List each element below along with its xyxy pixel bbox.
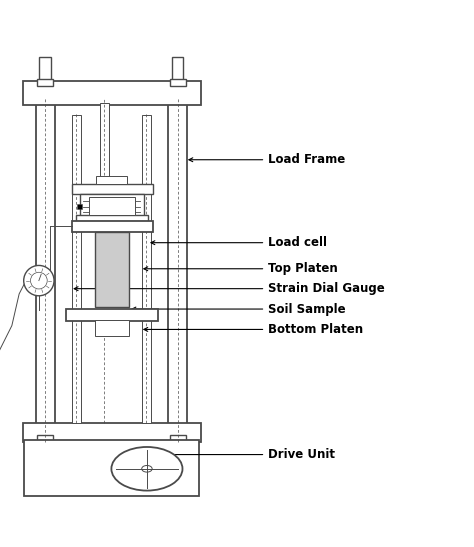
Ellipse shape	[111, 447, 182, 491]
Text: Soil Sample: Soil Sample	[268, 302, 346, 316]
Bar	[142, 115, 151, 423]
Bar	[76, 215, 148, 222]
Circle shape	[30, 272, 47, 289]
Text: Load cell: Load cell	[268, 236, 327, 249]
Bar	[24, 440, 199, 496]
Text: Bottom Platen: Bottom Platen	[268, 323, 363, 336]
Text: Load Frame: Load Frame	[268, 153, 345, 166]
Bar	[95, 232, 129, 307]
Bar	[96, 176, 127, 184]
Bar	[72, 222, 153, 232]
Bar	[23, 80, 201, 105]
Bar	[89, 197, 135, 215]
Text: Strain Dial Gauge: Strain Dial Gauge	[268, 282, 384, 295]
Text: Drive Unit: Drive Unit	[268, 448, 335, 461]
Text: Top Platen: Top Platen	[268, 262, 337, 275]
Circle shape	[24, 265, 54, 296]
Bar	[72, 115, 81, 423]
Bar	[66, 309, 158, 321]
Ellipse shape	[142, 465, 152, 472]
Bar	[100, 103, 109, 186]
Bar	[36, 101, 55, 442]
Bar	[80, 194, 144, 217]
Bar	[39, 57, 51, 80]
Bar	[72, 184, 153, 194]
Bar	[23, 423, 201, 442]
Bar	[172, 57, 183, 80]
Bar	[37, 435, 53, 443]
Bar	[77, 204, 82, 208]
Bar	[95, 320, 129, 336]
Bar	[170, 79, 186, 86]
Bar	[170, 435, 186, 443]
Bar	[37, 79, 53, 86]
Bar	[168, 101, 187, 442]
